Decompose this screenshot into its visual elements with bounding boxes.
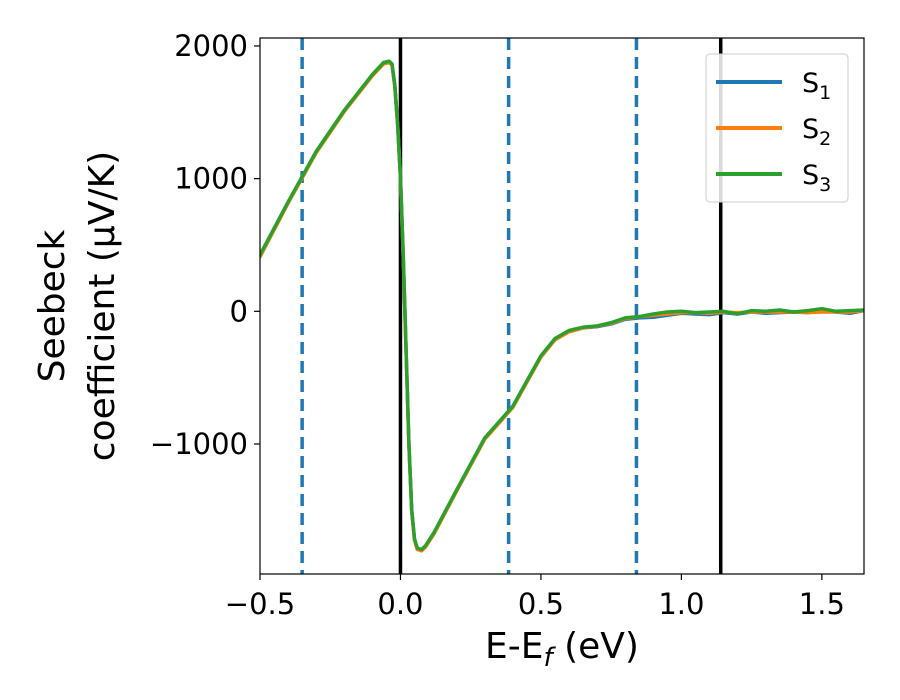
y-axis-label-line1: Seebeck [32, 229, 73, 382]
series-lines [260, 59, 864, 553]
x-axis-ticks: −0.5 0.0 0.5 1.0 1.5 [225, 574, 845, 621]
x-tick-label-1: −0.5 [225, 587, 295, 621]
legend: S1 S2 S3 [705, 53, 849, 203]
legend-label-s3: S3 [802, 160, 831, 196]
series-line-s3 [260, 59, 864, 552]
y-axis-label-line2: coefficient (μV/K) [82, 151, 123, 461]
y-tick-label-4: −1000 [150, 427, 248, 461]
x-tick-label-2: 0.0 [377, 587, 423, 621]
reference-lines [300, 38, 723, 574]
x-tick-label-3: 0.5 [518, 587, 564, 621]
x-axis-label: E-Ef (eV) [485, 626, 639, 673]
legend-label-s1: S1 [802, 68, 831, 104]
y-tick-label-3: 0 [230, 294, 248, 328]
y-tick-label-2: 1000 [174, 162, 248, 196]
y-axis-ticks: 2000 1000 0 −1000 [150, 29, 260, 461]
x-tick-label-5: 1.5 [799, 587, 845, 621]
y-tick-label-1: 2000 [174, 29, 248, 63]
x-tick-label-4: 1.0 [658, 587, 704, 621]
plot-frame [259, 37, 865, 575]
legend-label-s2: S2 [802, 114, 831, 150]
